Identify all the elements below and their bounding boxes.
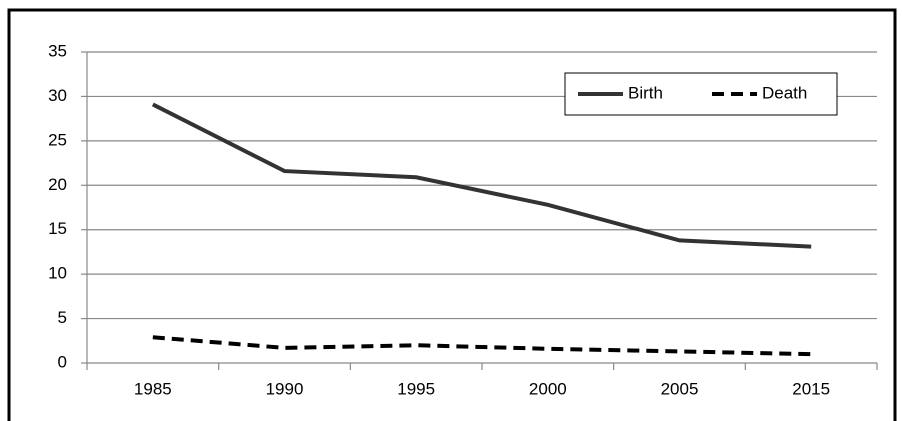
series-line xyxy=(151,102,812,249)
y-tick-label: 25 xyxy=(48,130,67,149)
x-tick-label: 2005 xyxy=(661,379,699,398)
x-tick-label: 1995 xyxy=(397,379,435,398)
legend-label: Birth xyxy=(628,83,663,102)
y-tick-label: 30 xyxy=(48,86,67,105)
y-tick-label: 10 xyxy=(48,264,67,283)
frame xyxy=(7,8,897,421)
y-tick-label: 35 xyxy=(48,41,67,60)
y-tick-label: 5 xyxy=(58,308,67,327)
y-tick-label: 0 xyxy=(58,352,67,371)
legend-label: Death xyxy=(762,83,807,102)
x-tick-label: 1985 xyxy=(134,379,172,398)
series-line xyxy=(152,335,812,357)
x-tick-label: 2015 xyxy=(792,379,830,398)
x-tick-label: 1990 xyxy=(266,379,304,398)
y-tick-label: 20 xyxy=(48,175,67,194)
y-tick-label: 15 xyxy=(48,219,67,238)
x-tick-label: 2000 xyxy=(529,379,567,398)
